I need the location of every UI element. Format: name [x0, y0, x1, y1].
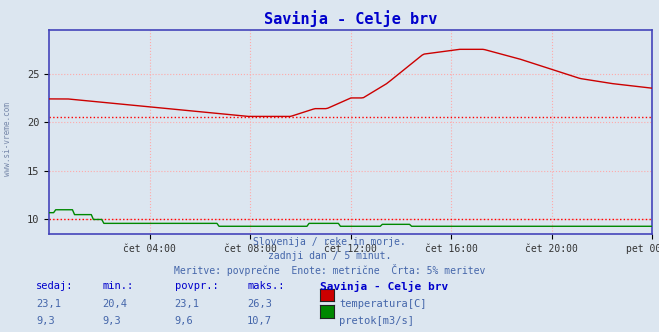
Text: temperatura[C]: temperatura[C] — [339, 299, 427, 309]
Text: sedaj:: sedaj: — [36, 281, 74, 290]
Text: povpr.:: povpr.: — [175, 281, 218, 290]
Text: www.si-vreme.com: www.si-vreme.com — [3, 103, 13, 176]
Text: zadnji dan / 5 minut.: zadnji dan / 5 minut. — [268, 251, 391, 261]
Text: Meritve: povprečne  Enote: metrične  Črta: 5% meritev: Meritve: povprečne Enote: metrične Črta:… — [174, 264, 485, 276]
Text: 20,4: 20,4 — [102, 299, 127, 309]
Text: 23,1: 23,1 — [36, 299, 61, 309]
Title: Savinja - Celje brv: Savinja - Celje brv — [264, 11, 438, 27]
Text: maks.:: maks.: — [247, 281, 285, 290]
Text: pretok[m3/s]: pretok[m3/s] — [339, 316, 415, 326]
Text: 10,7: 10,7 — [247, 316, 272, 326]
Text: 9,3: 9,3 — [36, 316, 55, 326]
Text: Savinja - Celje brv: Savinja - Celje brv — [320, 281, 448, 291]
Text: Slovenija / reke in morje.: Slovenija / reke in morje. — [253, 237, 406, 247]
Text: min.:: min.: — [102, 281, 133, 290]
Text: 9,6: 9,6 — [175, 316, 193, 326]
Text: 23,1: 23,1 — [175, 299, 200, 309]
Text: 9,3: 9,3 — [102, 316, 121, 326]
Text: 26,3: 26,3 — [247, 299, 272, 309]
